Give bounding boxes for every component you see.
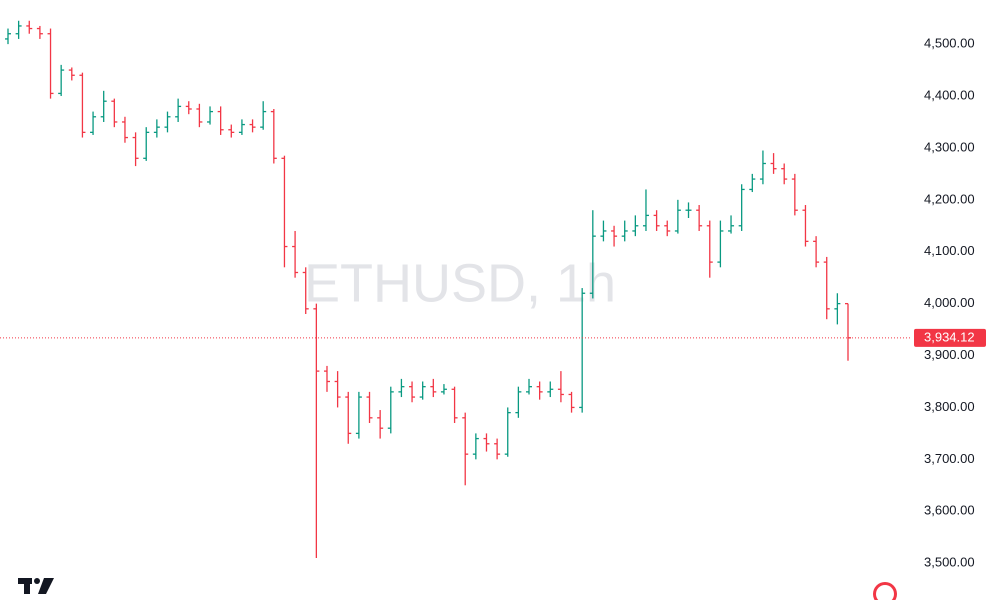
ohlc-bar <box>366 391 373 424</box>
ohlc-bar <box>228 124 235 138</box>
ohlc-bar <box>685 202 692 218</box>
ohlc-bar <box>323 365 330 392</box>
ohlc-bar <box>813 236 820 268</box>
watermark-title: ETHUSD, 1h <box>304 253 616 313</box>
ohlc-bar <box>440 384 447 395</box>
ohlc-bar <box>515 386 522 418</box>
ohlc-bar <box>15 20 22 39</box>
ohlc-bar <box>68 67 75 81</box>
ohlc-bar <box>845 302 851 361</box>
ohlc-bar <box>472 433 479 460</box>
ohlc-bar <box>483 433 490 452</box>
ohlc-bar <box>79 72 86 138</box>
ohlc-bar <box>377 410 384 439</box>
ohlc-bar <box>58 64 65 97</box>
ohlc-bar <box>504 407 511 457</box>
ohlc-bar <box>696 205 703 231</box>
ohlc-bar <box>557 371 564 403</box>
ohlc-bar <box>728 215 735 234</box>
tv-logo <box>18 578 54 594</box>
ohlc-bar <box>664 220 671 237</box>
ohlc-bar <box>717 220 724 268</box>
ohlc-bar <box>674 199 681 234</box>
last-price-label: 3,934.12 <box>924 329 975 344</box>
ohlc-bar <box>579 288 586 413</box>
ohlc-bar <box>759 150 766 185</box>
ohlc-bar <box>100 90 107 122</box>
ohlc-bar <box>642 189 649 231</box>
ohlc-bar <box>121 116 128 143</box>
ohlc-bar <box>451 386 458 424</box>
ohlc-bar <box>547 381 554 398</box>
ohlc-bar <box>738 184 745 231</box>
ohlc-bar <box>164 111 171 133</box>
ohlc-bar <box>196 103 203 128</box>
y-tick-label: 4,100.00 <box>924 243 975 258</box>
y-tick-label: 3,900.00 <box>924 347 975 362</box>
ohlc-bar <box>770 153 777 174</box>
ohlc-bar <box>621 220 628 242</box>
ohlc-bar <box>302 267 309 315</box>
ohlc-bar <box>749 173 756 193</box>
ohlc-bar <box>36 25 43 39</box>
ohlc-bar <box>281 155 288 268</box>
ohlc-bar <box>249 119 256 133</box>
last-price-box <box>914 328 986 347</box>
ohlc-bar <box>536 381 543 400</box>
ohlc-bar <box>207 106 214 125</box>
ohlc-bar <box>823 256 830 320</box>
ohlc-bar <box>387 386 394 434</box>
ohlc-bar <box>791 173 798 216</box>
ohlc-bar <box>90 111 97 135</box>
flag-icon <box>873 582 897 600</box>
ohlc-bar <box>175 98 182 122</box>
y-tick-label: 4,400.00 <box>924 87 975 102</box>
ohlc-bar <box>398 378 405 398</box>
y-tick-label: 3,600.00 <box>924 503 975 518</box>
y-tick-label: 3,800.00 <box>924 399 975 414</box>
ohlc-bar <box>238 119 245 135</box>
y-tick-label: 4,200.00 <box>924 191 975 206</box>
ohlc-bar <box>47 28 54 99</box>
ohlc-bar <box>270 108 277 164</box>
y-tick-label: 3,500.00 <box>924 555 975 570</box>
ohlc-bar <box>632 215 639 237</box>
ohlc-bar <box>5 28 11 45</box>
ohlc-bar <box>153 119 160 138</box>
ohlc-bar <box>355 391 362 439</box>
ohlc-bar <box>132 132 139 167</box>
ohlc-bar <box>706 220 713 278</box>
y-tick-label: 4,300.00 <box>924 139 975 154</box>
ohlc-bar <box>260 101 267 130</box>
y-tick-label: 4,500.00 <box>924 36 975 51</box>
ohlc-bar <box>313 303 320 558</box>
ohlc-bar <box>653 210 660 231</box>
ohlc-bar <box>834 293 841 325</box>
ohlc-bar <box>526 378 533 395</box>
ohlc-bar <box>430 378 437 398</box>
ohlc-bar <box>345 391 352 444</box>
ohlc-bar <box>143 127 150 161</box>
ohlc-bar <box>111 98 118 128</box>
ohlc-bar <box>419 381 426 400</box>
ohlc-bar <box>292 230 299 278</box>
ohlc-bar <box>26 20 33 34</box>
ohlc-bar <box>185 101 192 115</box>
y-tick-label: 4,000.00 <box>924 295 975 310</box>
ohlc-bar <box>611 225 618 247</box>
ohlc-bar <box>600 220 607 242</box>
ohlc-bar <box>568 391 575 413</box>
ohlc-bar <box>409 381 416 403</box>
ohlc-bar <box>334 371 341 408</box>
ohlc-bar <box>217 106 224 135</box>
ohlc-bar <box>781 163 788 185</box>
ohlc-bar <box>589 210 596 299</box>
ohlc-bar <box>462 412 469 486</box>
ohlc-bar <box>802 205 809 247</box>
y-tick-label: 3,700.00 <box>924 451 975 466</box>
ohlc-bar <box>494 438 501 460</box>
